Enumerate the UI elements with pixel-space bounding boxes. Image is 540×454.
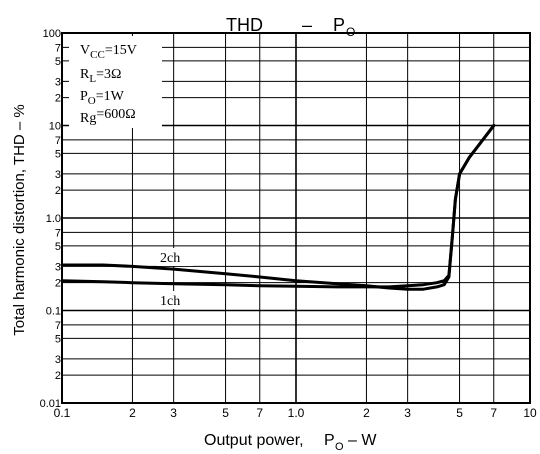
series-label-2ch: 2ch (160, 251, 180, 266)
condition-rl: RL=3Ω (80, 67, 121, 85)
x-tick-label: 5 (222, 406, 229, 420)
y-tick-label: 100 (43, 28, 61, 40)
condition-po: PO=1W (80, 89, 125, 107)
x-tick-label: 1.0 (288, 406, 305, 420)
y-tick-label: 5 (55, 333, 61, 345)
title-symbol: P (333, 15, 345, 35)
series-label-1ch: 1ch (160, 294, 180, 309)
x-axis-label-subscript: O (335, 441, 344, 453)
y-tick-label: 3 (55, 76, 61, 88)
x-tick-label: 3 (170, 406, 177, 420)
y-tick-label: 2 (55, 370, 61, 382)
y-tick-label: 5 (55, 241, 61, 253)
y-tick-label: 2 (55, 93, 61, 105)
y-tick-label: 3 (55, 354, 61, 366)
data-series (60, 124, 496, 291)
x-tick-label: 2 (129, 406, 136, 420)
y-tick-label: 10 (49, 121, 61, 133)
x-tick-label: 3 (404, 406, 411, 420)
title-dash: – (302, 15, 312, 35)
title-main: THD (226, 15, 263, 35)
label-1ch-background (157, 291, 191, 309)
x-tick-label: 10 (523, 406, 537, 420)
y-tick-label: 0.01 (40, 398, 61, 410)
y-tick-label: 5 (55, 148, 61, 160)
plot-frame (61, 32, 531, 404)
x-tick-label: 7 (256, 406, 263, 420)
y-axis-label: Total harmonic distortion, THD – % (11, 104, 28, 335)
y-tick-label: 2 (55, 278, 61, 290)
label-2ch-background (157, 248, 193, 266)
y-tick-label: 7 (55, 227, 61, 239)
condition-vcc: VCC=15V (80, 43, 137, 61)
conditions-box (69, 36, 162, 128)
y-tick-label: 5 (55, 56, 61, 68)
test-conditions: VCC=15V RL=3Ω PO=1W Rg=600Ω (69, 36, 162, 128)
x-axis-label: Output power, P O – W (204, 432, 377, 453)
y-tick-label: 3 (55, 169, 61, 181)
y-tick-label: 7 (55, 42, 61, 54)
y-tick-label: 7 (55, 135, 61, 147)
x-axis-label-text: Output power, (204, 432, 304, 449)
x-tick-labels: 0.1 2 3 5 7 1.0 2 3 5 7 10 (54, 406, 537, 420)
y-tick-label: 7 (55, 320, 61, 332)
x-tick-label: 2 (363, 406, 370, 420)
x-tick-label: 7 (490, 406, 497, 420)
y-tick-label: 3 (55, 261, 61, 273)
x-axis-label-unit: – W (348, 432, 377, 449)
series-line-1ch (60, 124, 496, 289)
y-tick-label: 1.0 (46, 213, 61, 225)
x-tick-label: 5 (456, 406, 463, 420)
x-tick-label: 0.1 (54, 406, 71, 420)
y-tick-label: 0.1 (46, 306, 61, 318)
chart-title: THD – P O (226, 15, 355, 39)
x-axis-label-symbol: P (324, 432, 335, 449)
condition-rg: Rg=600Ω (80, 107, 136, 126)
y-tick-label: 2 (55, 185, 61, 197)
series-line-2ch (60, 124, 496, 291)
